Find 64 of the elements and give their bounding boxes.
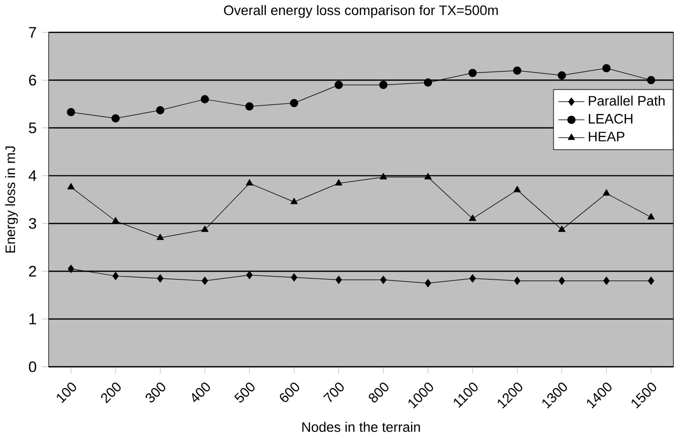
point bbox=[558, 276, 565, 285]
point bbox=[468, 68, 477, 78]
point bbox=[112, 216, 120, 224]
point bbox=[68, 264, 74, 273]
chart-title: Overall energy loss comparison for TX=500m bbox=[224, 5, 498, 18]
x-tick-label: 100 bbox=[56, 382, 76, 404]
point bbox=[201, 226, 208, 232]
point bbox=[603, 276, 610, 285]
x-tick-label: 500 bbox=[234, 382, 255, 402]
point bbox=[334, 80, 343, 90]
point bbox=[514, 186, 521, 192]
legend-label: HEAP bbox=[588, 132, 624, 142]
point bbox=[514, 276, 520, 285]
point bbox=[558, 226, 566, 232]
point bbox=[66, 108, 76, 116]
x-tick-label: 700 bbox=[323, 382, 344, 402]
point bbox=[112, 272, 119, 280]
point bbox=[290, 273, 298, 282]
point bbox=[558, 71, 566, 80]
y-tick-label: 6 bbox=[29, 74, 36, 86]
point bbox=[245, 102, 254, 111]
x-tick-label: 800 bbox=[368, 382, 388, 402]
x-tick-label: 300 bbox=[146, 382, 166, 402]
y-tick-label: 3 bbox=[28, 218, 36, 229]
point bbox=[202, 276, 208, 285]
x-axis-title: Nodes in the terrain bbox=[302, 422, 420, 432]
point bbox=[380, 276, 386, 284]
legend-label: LEACH bbox=[588, 114, 632, 124]
y-axis-title: Energy loss in mJ bbox=[5, 146, 18, 253]
point bbox=[646, 76, 656, 84]
y-tick-label: 7 bbox=[29, 27, 36, 38]
point bbox=[156, 106, 164, 114]
point bbox=[424, 279, 432, 288]
point bbox=[379, 80, 388, 90]
point bbox=[246, 179, 254, 186]
point bbox=[469, 274, 476, 283]
point bbox=[335, 179, 342, 186]
point bbox=[290, 198, 298, 204]
y-tick-label: 2 bbox=[29, 266, 36, 277]
x-tick-label: 600 bbox=[280, 382, 300, 402]
point bbox=[156, 234, 164, 240]
point bbox=[157, 274, 164, 283]
x-tick-label: 200 bbox=[101, 382, 121, 404]
legend-label: Parallel Path bbox=[588, 96, 665, 106]
y-tick-label: 4 bbox=[28, 170, 36, 181]
point bbox=[468, 214, 476, 221]
point bbox=[648, 276, 654, 285]
point bbox=[602, 189, 610, 196]
point bbox=[246, 270, 253, 280]
point bbox=[513, 66, 522, 75]
point bbox=[424, 78, 432, 87]
y-tick-label: 5 bbox=[28, 122, 36, 134]
point bbox=[424, 173, 432, 180]
point bbox=[647, 213, 655, 220]
point bbox=[336, 276, 342, 284]
y-tick-label: 0 bbox=[28, 361, 36, 372]
point bbox=[67, 183, 75, 190]
point bbox=[111, 114, 120, 122]
x-tick-label: 400 bbox=[192, 382, 210, 402]
point bbox=[200, 95, 209, 104]
y-tick-label: 1 bbox=[29, 314, 36, 324]
point bbox=[380, 173, 387, 180]
point bbox=[290, 98, 298, 108]
point bbox=[602, 64, 611, 72]
